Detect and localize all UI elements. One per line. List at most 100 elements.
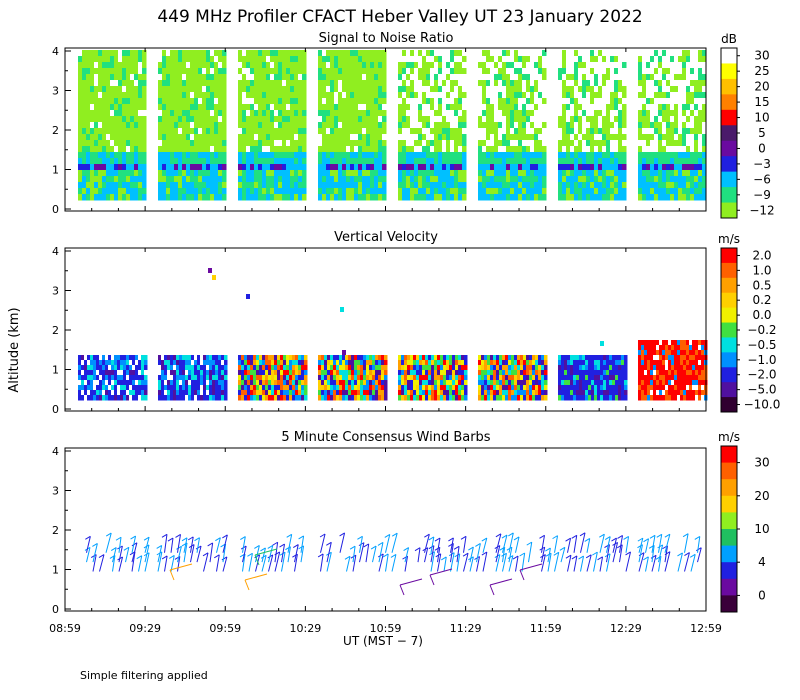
snr-cell	[294, 152, 299, 159]
snr-cell	[638, 74, 643, 81]
snr-cell	[98, 182, 103, 189]
snr-cell	[682, 176, 687, 183]
vv-cell	[431, 360, 435, 366]
snr-cell	[518, 86, 523, 93]
snr-cell	[650, 188, 655, 195]
vv-cell	[120, 365, 124, 371]
snr-cell	[122, 182, 127, 189]
snr-cell	[134, 86, 139, 93]
vv-cell	[209, 355, 213, 361]
snr-cell	[598, 62, 603, 69]
vv-cell	[481, 395, 485, 401]
snr-cell	[182, 182, 187, 189]
snr-cell	[482, 104, 487, 111]
snr-cell	[406, 50, 411, 57]
snr-cell	[382, 170, 387, 177]
snr-cell	[246, 122, 251, 129]
snr-cell	[290, 176, 295, 183]
vv-cell	[241, 360, 245, 366]
colorbar-label: 30	[754, 49, 769, 63]
snr-cell	[414, 74, 419, 81]
vv-cell	[295, 390, 299, 396]
snr-cell	[182, 170, 187, 177]
snr-cell	[222, 92, 227, 99]
vv-cell	[90, 375, 94, 381]
vv-cell	[132, 365, 136, 371]
snr-cell	[486, 182, 491, 189]
snr-cell	[478, 62, 483, 69]
vv-cell	[90, 365, 94, 371]
snr-cell	[698, 68, 703, 75]
vv-cell	[170, 380, 174, 386]
snr-cell	[438, 104, 443, 111]
vv-cell	[597, 385, 601, 391]
snr-cell	[658, 74, 663, 81]
vv-cell	[241, 365, 245, 371]
vv-cell	[224, 360, 228, 366]
vv-cell	[523, 360, 527, 366]
vv-cell	[570, 375, 574, 381]
vv-cell	[517, 365, 521, 371]
snr-cell	[90, 152, 95, 159]
snr-cell	[678, 164, 683, 171]
snr-cell	[666, 128, 671, 135]
vv-cell	[164, 395, 168, 401]
snr-cell	[78, 158, 83, 165]
vv-cell	[526, 385, 530, 391]
vv-cell	[478, 365, 482, 371]
snr-cell	[338, 164, 343, 171]
snr-cell	[542, 56, 547, 63]
snr-cell	[162, 80, 167, 87]
snr-cell	[446, 110, 451, 117]
vv-cell	[381, 385, 385, 391]
snr-cell	[278, 68, 283, 75]
vv-cell	[206, 380, 210, 386]
vv-cell	[327, 370, 331, 376]
snr-cell	[674, 68, 679, 75]
vv-cell	[108, 390, 112, 396]
snr-cell	[134, 128, 139, 135]
snr-cell	[490, 194, 495, 201]
vv-cell	[511, 370, 515, 376]
snr-cell	[342, 110, 347, 117]
vv-cell	[283, 360, 287, 366]
snr-cell	[186, 188, 191, 195]
snr-cell	[542, 110, 547, 117]
snr-cell	[130, 122, 135, 129]
vv-cell	[105, 365, 109, 371]
snr-cell	[514, 182, 519, 189]
snr-cell	[262, 122, 267, 129]
snr-cell	[370, 98, 375, 105]
snr-cell	[98, 74, 103, 81]
snr-cell	[86, 164, 91, 171]
vv-cell	[194, 360, 198, 366]
vv-cell	[446, 370, 450, 376]
vv-cell	[102, 385, 106, 391]
snr-cell	[134, 116, 139, 123]
snr-cell	[346, 98, 351, 105]
snr-cell	[118, 152, 123, 159]
vv-cell	[301, 380, 305, 386]
snr-cell	[446, 158, 451, 165]
snr-cell	[558, 164, 563, 171]
snr-cell	[198, 170, 203, 177]
snr-cell	[302, 194, 307, 201]
vv-cell	[585, 395, 589, 401]
vv-cell	[96, 360, 100, 366]
vv-cell	[440, 370, 444, 376]
colorbar-label: 0	[758, 141, 766, 155]
vv-cell	[274, 355, 278, 361]
snr-cell	[658, 50, 663, 57]
snr-cell	[434, 182, 439, 189]
snr-cell	[382, 194, 387, 201]
snr-cell	[542, 146, 547, 153]
snr-cell	[206, 56, 211, 63]
vv-cell	[428, 390, 432, 396]
snr-cell	[206, 122, 211, 129]
vv-cell	[318, 395, 322, 401]
snr-cell	[458, 128, 463, 135]
snr-cell	[238, 74, 243, 81]
snr-cell	[142, 74, 147, 81]
snr-cell	[662, 146, 667, 153]
vv-cell	[182, 375, 186, 381]
